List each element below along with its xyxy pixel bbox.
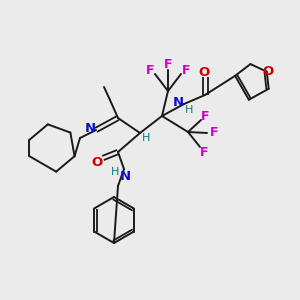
Text: H: H [111, 167, 119, 177]
Text: N: N [84, 122, 96, 136]
Text: F: F [200, 146, 208, 158]
Text: H: H [142, 133, 150, 143]
Text: O: O [262, 65, 273, 78]
Text: F: F [201, 110, 209, 122]
Text: F: F [210, 127, 218, 140]
Text: N: N [119, 170, 130, 184]
Text: F: F [182, 64, 190, 77]
Text: F: F [146, 64, 154, 77]
Text: O: O [198, 65, 210, 79]
Text: F: F [164, 58, 172, 70]
Text: H: H [185, 105, 193, 115]
Text: O: O [92, 155, 103, 169]
Text: N: N [172, 97, 184, 110]
